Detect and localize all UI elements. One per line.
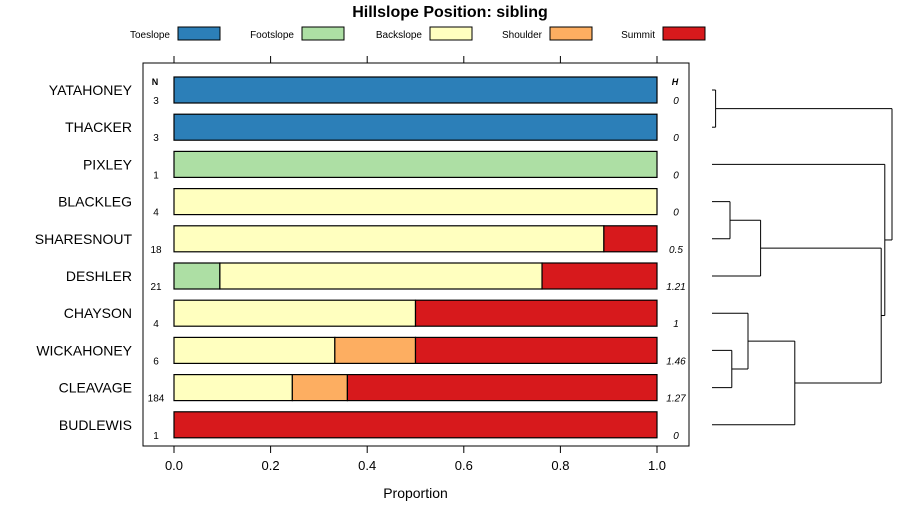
x-axis: 0.0 0.2 0.4 0.6 0.8 1.0 Proportion [165, 56, 666, 501]
chart-title: Hillslope Position: sibling [352, 4, 548, 21]
h-value-blackleg: 0 [673, 208, 679, 219]
legend-swatch-shoulder [549, 26, 593, 41]
row-label-budlewis: BUDLEWIS [59, 417, 132, 433]
x-tick-label-0: 0.0 [165, 458, 183, 473]
legend: Toeslope Footslope Backslope Shoulder Summit [130, 26, 706, 41]
legend-label-shoulder: Shoulder [502, 30, 543, 41]
bar-segment-chayson-summit [414, 299, 658, 327]
n-value-pixley: 1 [153, 170, 159, 181]
bar-segment-blackleg-backslope [173, 188, 658, 216]
bar-segment-sharesnout-backslope [173, 225, 605, 253]
n-value-cleavage: 184 [148, 394, 165, 405]
bar-segment-thacker-toeslope [173, 113, 658, 141]
h-value-pixley: 0 [673, 170, 679, 181]
n-value-chayson: 4 [153, 319, 159, 330]
legend-label-toeslope: Toeslope [130, 30, 170, 41]
n-value-blackleg: 4 [153, 208, 159, 219]
x-tick-label-4: 0.8 [551, 458, 569, 473]
bar-segment-sharesnout-summit [603, 225, 658, 253]
legend-swatch-summit [662, 26, 706, 41]
x-tick-label-1: 0.2 [262, 458, 280, 473]
bar-segment-deshler-backslope [219, 262, 543, 290]
n-value-yatahoney: 3 [153, 96, 159, 107]
legend-swatch-toeslope [177, 26, 221, 41]
h-value-sharesnout: 0.5 [669, 245, 683, 256]
row-label-wickahoney: WICKAHONEY [36, 342, 132, 358]
n-value-budlewis: 1 [153, 431, 159, 442]
h-value-wickahoney: 1.46 [666, 356, 686, 367]
bar-segment-wickahoney-shoulder [334, 336, 417, 364]
bar-segment-yatahoney-toeslope [173, 76, 658, 104]
n-value-thacker: 3 [153, 133, 159, 144]
n-value-deshler: 21 [150, 282, 162, 293]
bar-segment-deshler-footslope [173, 262, 221, 290]
row-label-thacker: THACKER [65, 119, 132, 135]
x-axis-label: Proportion [383, 485, 448, 501]
h-value-chayson: 1 [673, 319, 679, 330]
row-label-pixley: PIXLEY [83, 156, 133, 172]
bar-segment-cleavage-backslope [173, 374, 293, 402]
h-value-yatahoney: 0 [673, 96, 679, 107]
bar-segment-budlewis-summit [173, 411, 658, 439]
h-value-budlewis: 0 [673, 431, 679, 442]
legend-swatch-backslope [429, 26, 473, 41]
row-label-yatahoney: YATAHONEY [49, 82, 133, 98]
h-value-thacker: 0 [673, 133, 679, 144]
x-tick-label-2: 0.4 [358, 458, 376, 473]
n-header: N [152, 77, 159, 87]
bar-segment-wickahoney-summit [414, 336, 658, 364]
bar-segment-cleavage-shoulder [291, 374, 348, 402]
x-tick-label-3: 0.6 [455, 458, 473, 473]
bars: N H YATAHONEY 3 0 THACKER 3 0 PIXLEY 1 0 BLACKLEG 4 0… [35, 76, 686, 442]
row-label-cleavage: CLEAVAGE [59, 380, 132, 396]
x-tick-label-5: 1.0 [648, 458, 666, 473]
bar-segment-chayson-backslope [173, 299, 417, 327]
legend-swatch-footslope [301, 26, 345, 41]
n-value-sharesnout: 18 [150, 245, 162, 256]
bar-segment-pixley-footslope [173, 150, 658, 178]
bar-segment-cleavage-summit [346, 374, 658, 402]
h-value-deshler: 1.21 [666, 282, 685, 293]
dendrogram [712, 89, 893, 426]
row-label-deshler: DESHLER [66, 268, 132, 284]
bar-segment-wickahoney-backslope [173, 336, 336, 364]
row-label-sharesnout: SHARESNOUT [35, 231, 133, 247]
legend-label-summit: Summit [621, 30, 655, 41]
row-label-chayson: CHAYSON [64, 305, 132, 321]
legend-label-footslope: Footslope [250, 30, 294, 41]
plot-frame [142, 62, 690, 447]
n-value-wickahoney: 6 [153, 356, 159, 367]
h-value-cleavage: 1.27 [666, 394, 686, 405]
legend-label-backslope: Backslope [376, 30, 423, 41]
bar-segment-deshler-summit [541, 262, 658, 290]
h-header: H [672, 77, 679, 87]
row-label-blackleg: BLACKLEG [58, 194, 132, 210]
